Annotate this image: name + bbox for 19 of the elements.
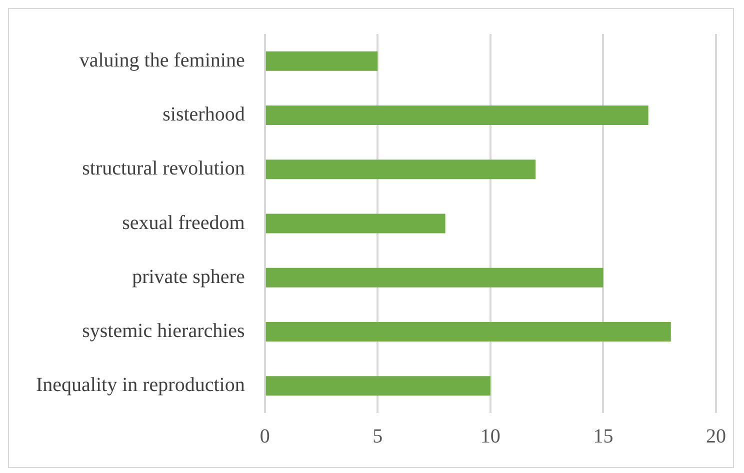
y-tick-label: valuing the feminine xyxy=(79,49,245,72)
y-tick-label: Inequality in reproduction xyxy=(36,374,245,396)
bar xyxy=(266,214,446,234)
x-tick-label: 5 xyxy=(372,425,383,448)
y-tick-label: sisterhood xyxy=(162,103,245,126)
bar xyxy=(266,105,648,125)
bar xyxy=(266,268,604,288)
x-tick-label: 0 xyxy=(260,425,270,448)
x-tick-label: 20 xyxy=(706,425,726,448)
bar xyxy=(266,376,490,396)
y-tick-label: private sphere xyxy=(132,266,245,288)
x-tick-label: 10 xyxy=(480,425,500,448)
y-tick-label: systemic hierarchies xyxy=(82,320,246,342)
bar xyxy=(266,322,671,342)
x-tick-label: 15 xyxy=(593,425,614,448)
bar xyxy=(266,160,536,180)
y-tick-label: structural revolution xyxy=(82,158,245,180)
bar xyxy=(266,51,378,71)
y-tick-label: sexual freedom xyxy=(122,212,246,234)
